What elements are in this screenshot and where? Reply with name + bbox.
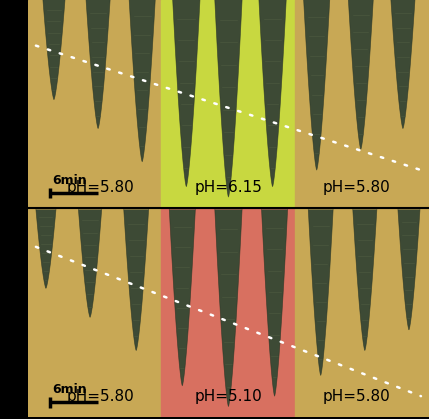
Text: pH=6.15: pH=6.15 bbox=[194, 180, 263, 195]
Text: pH=5.10: pH=5.10 bbox=[195, 390, 262, 404]
Polygon shape bbox=[391, 0, 415, 129]
Text: 6min: 6min bbox=[52, 383, 87, 396]
Polygon shape bbox=[124, 210, 148, 351]
Text: pH=5.80: pH=5.80 bbox=[323, 390, 391, 404]
Polygon shape bbox=[215, 0, 242, 197]
Polygon shape bbox=[308, 210, 333, 375]
Polygon shape bbox=[169, 210, 195, 386]
Text: 60μm: 60μm bbox=[0, 294, 10, 326]
Polygon shape bbox=[79, 210, 102, 317]
Polygon shape bbox=[86, 0, 110, 129]
Polygon shape bbox=[129, 0, 155, 162]
Text: pH=5.80: pH=5.80 bbox=[66, 180, 134, 195]
Bar bbox=[296, 210, 429, 417]
Text: pH=5.80: pH=5.80 bbox=[66, 390, 134, 404]
Text: 60μm: 60μm bbox=[0, 93, 10, 125]
Bar bbox=[28, 0, 161, 207]
Polygon shape bbox=[215, 210, 242, 406]
Polygon shape bbox=[262, 210, 287, 396]
Polygon shape bbox=[348, 0, 373, 149]
Bar bbox=[161, 0, 296, 207]
Bar bbox=[296, 0, 429, 207]
Polygon shape bbox=[43, 0, 65, 100]
Polygon shape bbox=[259, 0, 286, 187]
Polygon shape bbox=[173, 0, 200, 187]
Polygon shape bbox=[304, 0, 330, 170]
Text: pH=5.80: pH=5.80 bbox=[323, 180, 391, 195]
Text: 6min: 6min bbox=[52, 173, 87, 187]
Polygon shape bbox=[398, 210, 420, 330]
Polygon shape bbox=[353, 210, 377, 351]
Polygon shape bbox=[36, 210, 56, 288]
Bar bbox=[28, 210, 161, 417]
Bar bbox=[161, 210, 296, 417]
